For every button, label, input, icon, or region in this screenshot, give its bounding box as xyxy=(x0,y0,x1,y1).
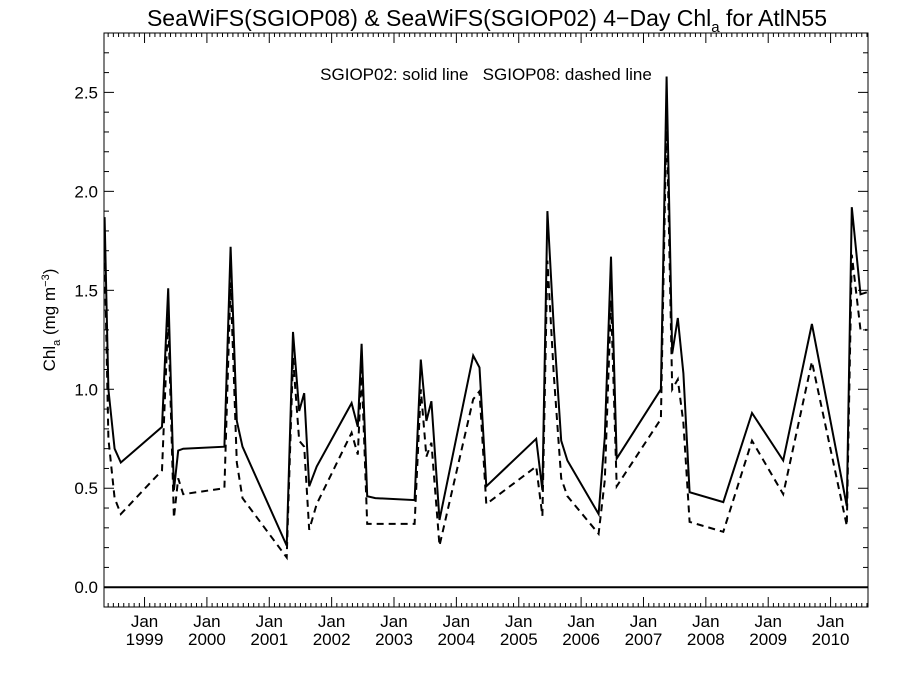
x-tick-year: 2002 xyxy=(313,630,351,649)
x-tick-month: Jan xyxy=(505,612,532,631)
series-line-dashed xyxy=(103,112,867,561)
y-axis-label: Chla (mg m−3) xyxy=(40,269,63,372)
x-tick-month: Jan xyxy=(692,612,719,631)
series-annotation: SGIOP02: solid line SGIOP08: dashed line xyxy=(320,65,652,84)
chart-title: SeaWiFS(SGIOP08) & SeaWiFS(SGIOP02) 4−Da… xyxy=(147,5,827,36)
x-tick-year: 2010 xyxy=(812,630,850,649)
series-line-solid xyxy=(103,76,868,547)
x-tick-year: 2001 xyxy=(250,630,288,649)
x-tick-month: Jan xyxy=(380,612,407,631)
x-tick-month: Jan xyxy=(318,612,345,631)
x-tick-year: 1999 xyxy=(126,630,164,649)
y-tick-label: 1.0 xyxy=(74,380,98,399)
x-tick-month: Jan xyxy=(567,612,594,631)
x-tick-month: Jan xyxy=(817,612,844,631)
y-tick-label: 2.5 xyxy=(74,83,98,102)
y-tick-label: 0.5 xyxy=(74,479,98,498)
x-tick-month: Jan xyxy=(256,612,283,631)
x-tick-month: Jan xyxy=(443,612,470,631)
x-tick-year: 2007 xyxy=(625,630,663,649)
x-tick-year: 2000 xyxy=(188,630,226,649)
x-tick-year: 2006 xyxy=(562,630,600,649)
x-tick-year: 2005 xyxy=(500,630,538,649)
x-tick-year: 2003 xyxy=(375,630,413,649)
x-tick-month: Jan xyxy=(193,612,220,631)
x-tick-month: Jan xyxy=(755,612,782,631)
y-tick-label: 1.5 xyxy=(74,281,98,300)
x-tick-month: Jan xyxy=(630,612,657,631)
plot-frame xyxy=(103,32,869,608)
x-tick-month: Jan xyxy=(131,612,158,631)
x-axis: Jan1999Jan2000Jan2001Jan2002Jan2003Jan20… xyxy=(107,33,868,649)
x-tick-year: 2009 xyxy=(749,630,787,649)
y-tick-label: 2.0 xyxy=(74,182,98,201)
y-axis: 0.0 0.5 1.0 1.5 2.0 2.5 xyxy=(74,52,868,597)
series-layer xyxy=(103,76,868,589)
y-tick-label: 0.0 xyxy=(74,578,98,597)
x-tick-year: 2004 xyxy=(437,630,475,649)
x-tick-year: 2008 xyxy=(687,630,725,649)
plot-border xyxy=(103,32,869,608)
